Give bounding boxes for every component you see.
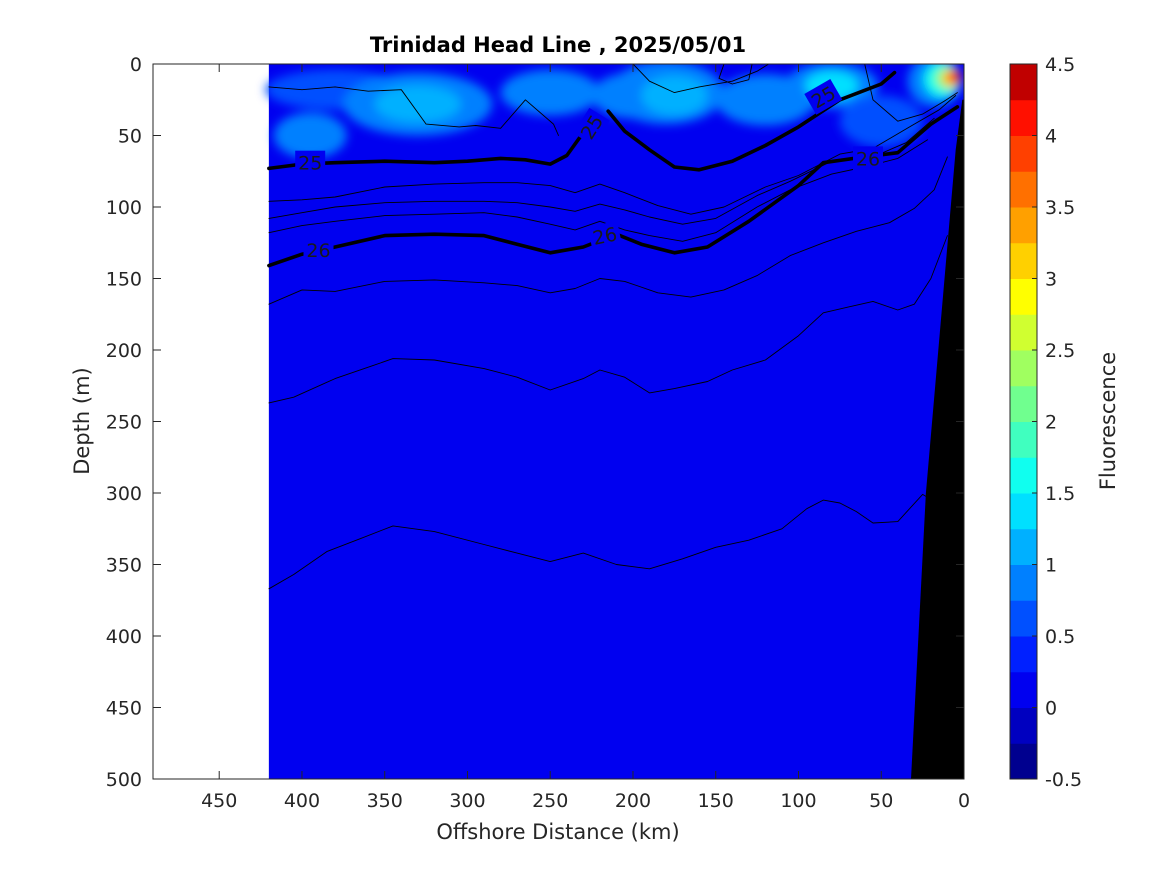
y-tick-label: 100 [106,197,142,219]
fluorescence-patch-2 [374,85,461,123]
colorbar-level-1 [1010,707,1037,744]
x-tick-label: 50 [869,790,893,812]
y-tick-label: 250 [106,412,142,434]
y-tick-label: 400 [106,626,142,648]
colorbar-level-14 [1010,242,1037,279]
contour-label-group-0: 25 [295,150,326,175]
contour-label: 26 [856,148,880,170]
density-contour-5 [268,117,935,225]
density-contour-12 [864,64,958,122]
colorbar-level-15 [1010,207,1037,244]
x-tick-label: 300 [449,790,485,812]
colorbar-level-10 [1010,385,1037,422]
colorbar-level-11 [1010,350,1037,387]
colorbar-level-19 [1010,64,1037,101]
colorbar-tick-label: 2.5 [1045,340,1075,362]
colorbar-level-5 [1010,564,1037,601]
density-contour-8 [268,235,948,404]
fluorescence-patch-11 [839,95,923,147]
colorbar: 4.5 4 3.5 3 2.5 2 1.5 1 0.5 0 -0.5 Fluorescence [1009,54,1120,791]
colorbar-level-0 [1010,743,1037,780]
y-tick-label: 350 [106,555,142,577]
colorbar-title: Fluorescence [1096,352,1120,490]
x-tick-label: 250 [532,790,568,812]
colorbar-level-6 [1010,528,1037,565]
contour-label: 26 [306,240,330,262]
x-tick-label: 200 [615,790,651,812]
x-tick-label: 0 [958,790,970,812]
colorbar-level-7 [1010,493,1037,530]
seafloor-mask [911,99,964,779]
contour-label-bg [295,150,326,175]
fluorescence-field [268,64,964,779]
y-tick-label: 450 [106,698,142,720]
contour-label: 26 [591,223,619,250]
density-contour-7 [268,156,948,305]
y-tick-label: 150 [106,269,142,291]
y-tick-label: 200 [106,340,142,362]
colorbar-tick-label: 1.5 [1045,483,1075,505]
chart-title: Trinidad Head Line , 2025/05/01 [370,33,746,57]
contour-label-bg [587,220,622,251]
colorbar-level-3 [1010,636,1037,673]
y-tick-label: 300 [106,483,142,505]
colorbar-tick-label: 0.5 [1045,626,1075,648]
contour-label-bg [804,79,843,115]
colorbar-tick-label: 3 [1045,269,1057,291]
contour-label-bg [303,237,334,262]
x-tick-label: 400 [284,790,320,812]
colorbar-level-9 [1010,421,1037,458]
colorbar-tick-label: -0.5 [1045,769,1082,791]
y-tick-label: 0 [130,54,142,76]
x-axis-title: Offshore Distance (km) [436,820,679,844]
fluorescence-patch-3 [500,69,600,116]
colorbar-level-16 [1010,171,1037,208]
y-tick-label: 50 [118,126,142,148]
fluorescence-patch-6 [641,75,708,116]
density-contour-11 [718,64,753,85]
x-tick-label: 100 [780,790,816,812]
colorbar-level-12 [1010,314,1037,351]
y-tick-label: 500 [106,769,142,791]
contour-label-group-4: 26 [587,220,622,251]
density-contour-10 [632,64,770,94]
colorbar-tick-label: 3.5 [1045,197,1075,219]
colorbar-ticks: 4.5 4 3.5 3 2.5 2 1.5 1 0.5 0 -0.5 [1032,54,1082,791]
y-axis-ticks: 0 50 100 150 200 250 300 350 400 450 500 [106,54,964,791]
contour-label-group-3: 26 [303,237,334,262]
y-axis-title: Depth (m) [70,367,94,474]
colorbar-tick-label: 2 [1045,412,1057,434]
contour-label-group-5: 26 [853,146,883,171]
colorbar-tick-label: 4.5 [1045,54,1075,76]
density-contour-3 [268,86,559,136]
x-tick-label: 350 [367,790,403,812]
fluorescence-patch-16 [947,69,961,85]
density-contour-25-1 [606,70,897,172]
contour-label-bg [573,107,610,146]
colorbar-tick-label: 0 [1045,698,1057,720]
contour-label-bg [853,146,883,171]
colorbar-tick-label: 1 [1045,555,1057,577]
fluorescence-patch-10 [273,112,347,159]
colorbar-level-8 [1010,457,1037,494]
colorbar-tick-label: 4 [1045,126,1057,148]
colorbar-level-4 [1010,600,1037,637]
x-tick-label: 450 [201,790,237,812]
x-axis-ticks: 450 400 350 300 250 200 150 100 50 0 [201,64,970,812]
colorbar-level-2 [1010,671,1037,708]
colorbar-levels [1010,64,1037,780]
contour-label: 25 [298,153,322,175]
density-contour-9 [268,493,940,590]
x-tick-label: 150 [698,790,734,812]
colorbar-level-17 [1010,135,1037,172]
colorbar-level-13 [1010,278,1037,315]
colorbar-level-18 [1010,99,1037,136]
